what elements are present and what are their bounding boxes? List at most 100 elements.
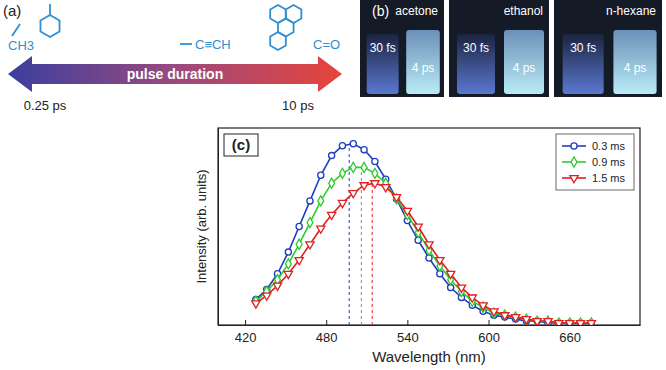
x-tick-label: 540 xyxy=(397,330,419,345)
series-marker xyxy=(576,321,584,325)
series-marker xyxy=(296,239,302,249)
series-marker xyxy=(479,303,487,310)
ring xyxy=(40,15,59,37)
series-marker xyxy=(566,321,574,325)
ring xyxy=(270,32,286,50)
x-tick-label: 480 xyxy=(316,330,338,345)
vial-dim xyxy=(563,34,604,94)
plot-data xyxy=(252,141,596,325)
x-tick: 420 xyxy=(235,320,257,345)
series-marker xyxy=(350,162,356,172)
photo: ethanol30 fs4 ps xyxy=(449,0,549,97)
bond xyxy=(49,4,51,15)
series-marker xyxy=(544,319,552,325)
series-marker xyxy=(329,152,335,158)
legend-box xyxy=(556,134,634,190)
series-marker xyxy=(349,191,357,198)
range-end: 10 ps xyxy=(282,98,314,113)
panel-label: (b) xyxy=(372,3,389,19)
legend-marker xyxy=(570,176,578,183)
legend-label: 0.9 ms xyxy=(592,156,626,168)
plot-frame xyxy=(218,128,640,325)
series-marker xyxy=(468,295,476,302)
pulse-label: 30 fs xyxy=(570,41,596,55)
series-marker xyxy=(511,315,519,322)
y-axis-line xyxy=(218,129,219,326)
x-axis-line xyxy=(219,325,641,326)
legend-label: 1.5 ms xyxy=(592,172,626,184)
double-arrow xyxy=(8,56,342,92)
legend: 0.3 ms 0.9 ms 1.5 ms xyxy=(556,134,634,190)
vial-dim xyxy=(367,34,399,94)
series-marker xyxy=(490,309,498,316)
vial-bright xyxy=(504,30,544,94)
photo-background xyxy=(360,0,444,97)
bond xyxy=(12,24,20,36)
x-tick-mark xyxy=(407,320,408,325)
series-marker xyxy=(501,313,509,320)
range-start: 0.25 ps xyxy=(24,98,67,113)
x-tick-mark xyxy=(245,320,246,325)
vial-dim xyxy=(457,34,495,94)
series-marker xyxy=(372,158,378,164)
group-text: CH3 xyxy=(8,38,34,53)
series-marker xyxy=(285,249,291,255)
x-tick-label: 600 xyxy=(478,330,500,345)
series-marker xyxy=(306,242,314,249)
x-tick: 540 xyxy=(397,320,419,345)
group-text: C≡CH xyxy=(195,37,231,52)
photo: acetone 30 fs 4 ps xyxy=(360,0,444,97)
series-marker xyxy=(284,271,292,278)
series-marker xyxy=(317,226,325,233)
x-tick-mark xyxy=(326,320,327,325)
panel-label: (a) xyxy=(3,2,21,19)
pulse-label: 4 ps xyxy=(412,61,435,75)
vial-bright xyxy=(406,30,440,94)
series-marker xyxy=(392,195,400,202)
series-marker xyxy=(339,143,345,149)
series-line xyxy=(256,167,591,323)
peak-line xyxy=(372,183,373,325)
series-marker xyxy=(307,217,313,227)
pulse-label: 30 fs xyxy=(370,41,396,55)
panel-b: acetone30 fs4 psethanol30 fs4 psn-hexane… xyxy=(360,0,662,97)
group-text: C=O xyxy=(313,37,340,52)
x-tick: 480 xyxy=(316,320,338,345)
x-tick-label: 420 xyxy=(235,330,257,345)
series-marker xyxy=(533,319,541,325)
series-marker xyxy=(446,271,454,278)
series-marker xyxy=(425,242,433,249)
series-marker xyxy=(329,178,335,188)
series-marker xyxy=(522,317,530,324)
series-line xyxy=(256,144,591,323)
photo-background xyxy=(449,0,549,97)
series-marker xyxy=(285,259,291,269)
series-marker xyxy=(307,198,313,204)
series-marker xyxy=(273,283,281,290)
solvent-label: acetone xyxy=(395,4,438,18)
series-marker xyxy=(457,285,465,292)
series-marker xyxy=(361,162,367,172)
label-box xyxy=(224,134,258,156)
series-marker xyxy=(371,181,379,188)
series-marker xyxy=(360,183,368,190)
panel-a: (a)pulse duration0.25 ps10 psCH3C≡CHC=O xyxy=(3,2,342,113)
series-marker xyxy=(327,212,335,219)
pulse-label: 4 ps xyxy=(624,61,647,75)
panel-label: (c) xyxy=(232,136,250,153)
series-marker xyxy=(436,258,444,265)
solvent-label: ethanol xyxy=(504,4,543,18)
peak-line xyxy=(349,144,350,325)
x-tick: 600 xyxy=(478,320,500,345)
legend-label: 0.3 ms xyxy=(592,140,626,152)
series-marker xyxy=(252,301,260,308)
x-axis-title: Wavelength (nm) xyxy=(372,348,486,365)
panel-c: 420480540600660Wavelength (nm)Intensity … xyxy=(194,128,641,365)
y-axis xyxy=(218,129,219,326)
series-marker xyxy=(350,141,356,147)
legend-marker xyxy=(571,143,577,149)
series-marker xyxy=(339,168,345,178)
series-marker xyxy=(555,321,563,325)
photo: n-hexane30 fs4 ps xyxy=(554,0,662,97)
bond xyxy=(180,43,192,45)
